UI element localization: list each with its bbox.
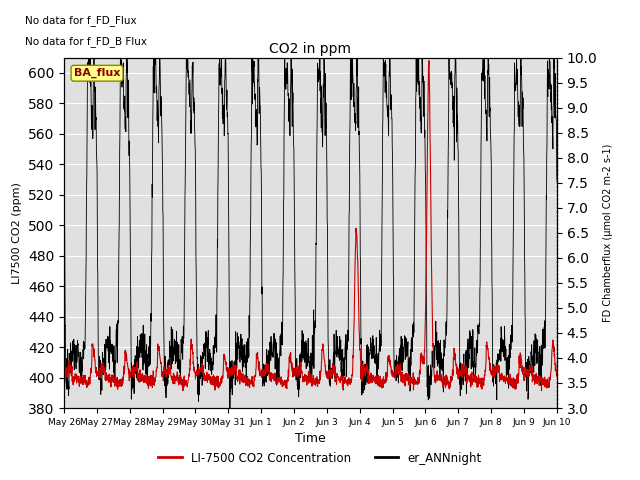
Title: CO2 in ppm: CO2 in ppm: [269, 42, 351, 57]
Text: BA_flux: BA_flux: [74, 68, 120, 78]
Y-axis label: LI7500 CO2 (ppm): LI7500 CO2 (ppm): [12, 182, 22, 284]
Text: No data for f_FD_Flux: No data for f_FD_Flux: [24, 15, 136, 26]
Legend: LI-7500 CO2 Concentration, er_ANNnight: LI-7500 CO2 Concentration, er_ANNnight: [153, 447, 487, 469]
X-axis label: Time: Time: [295, 432, 326, 445]
Y-axis label: FD Chamberflux (μmol CO2 m-2 s-1): FD Chamberflux (μmol CO2 m-2 s-1): [603, 144, 613, 322]
Text: No data for f_FD_B Flux: No data for f_FD_B Flux: [24, 36, 147, 48]
